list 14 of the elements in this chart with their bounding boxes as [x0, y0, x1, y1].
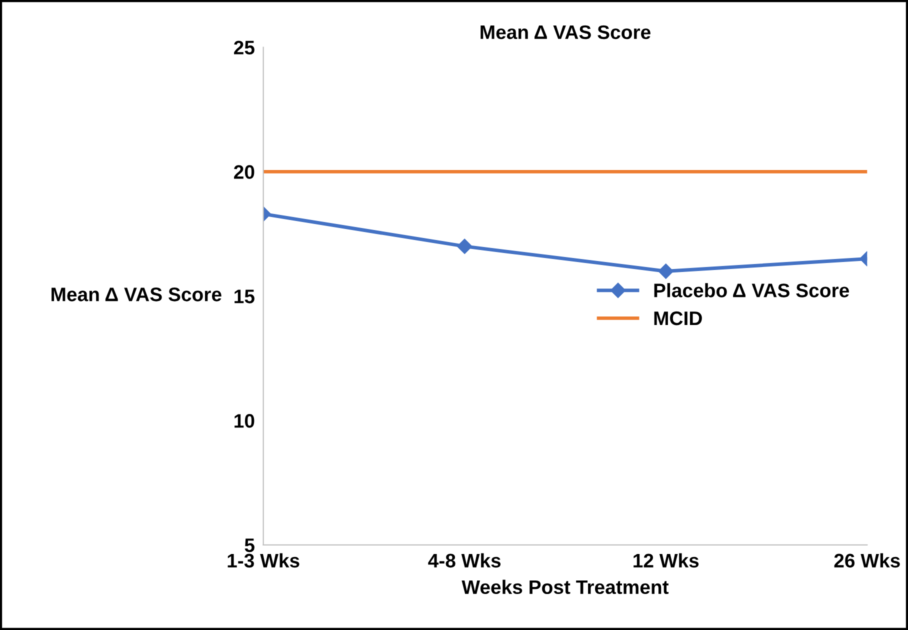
x-tick-label: 4-8 Wks — [428, 553, 501, 568]
y-tick-label: 5 — [244, 538, 254, 552]
legend-label: MCID — [654, 311, 702, 326]
x-tick-label: 1-3 Wks — [228, 553, 300, 568]
chart-title: Mean Δ VAS Score — [480, 25, 650, 40]
y-tick-label: 25 — [234, 40, 254, 54]
x-tick-label: 12 Wks — [634, 553, 699, 568]
x-axis-title: Weeks Post Treatment — [462, 580, 669, 594]
x-tick-label: 26 Wks — [834, 553, 900, 568]
y-tick-label: 15 — [234, 290, 254, 304]
legend-label: Placebo Δ VAS Score — [654, 283, 849, 298]
y-tick-label: 10 — [234, 414, 254, 428]
y-axis-title: Mean Δ VAS Score — [52, 288, 222, 302]
y-tick-label: 20 — [234, 165, 254, 179]
